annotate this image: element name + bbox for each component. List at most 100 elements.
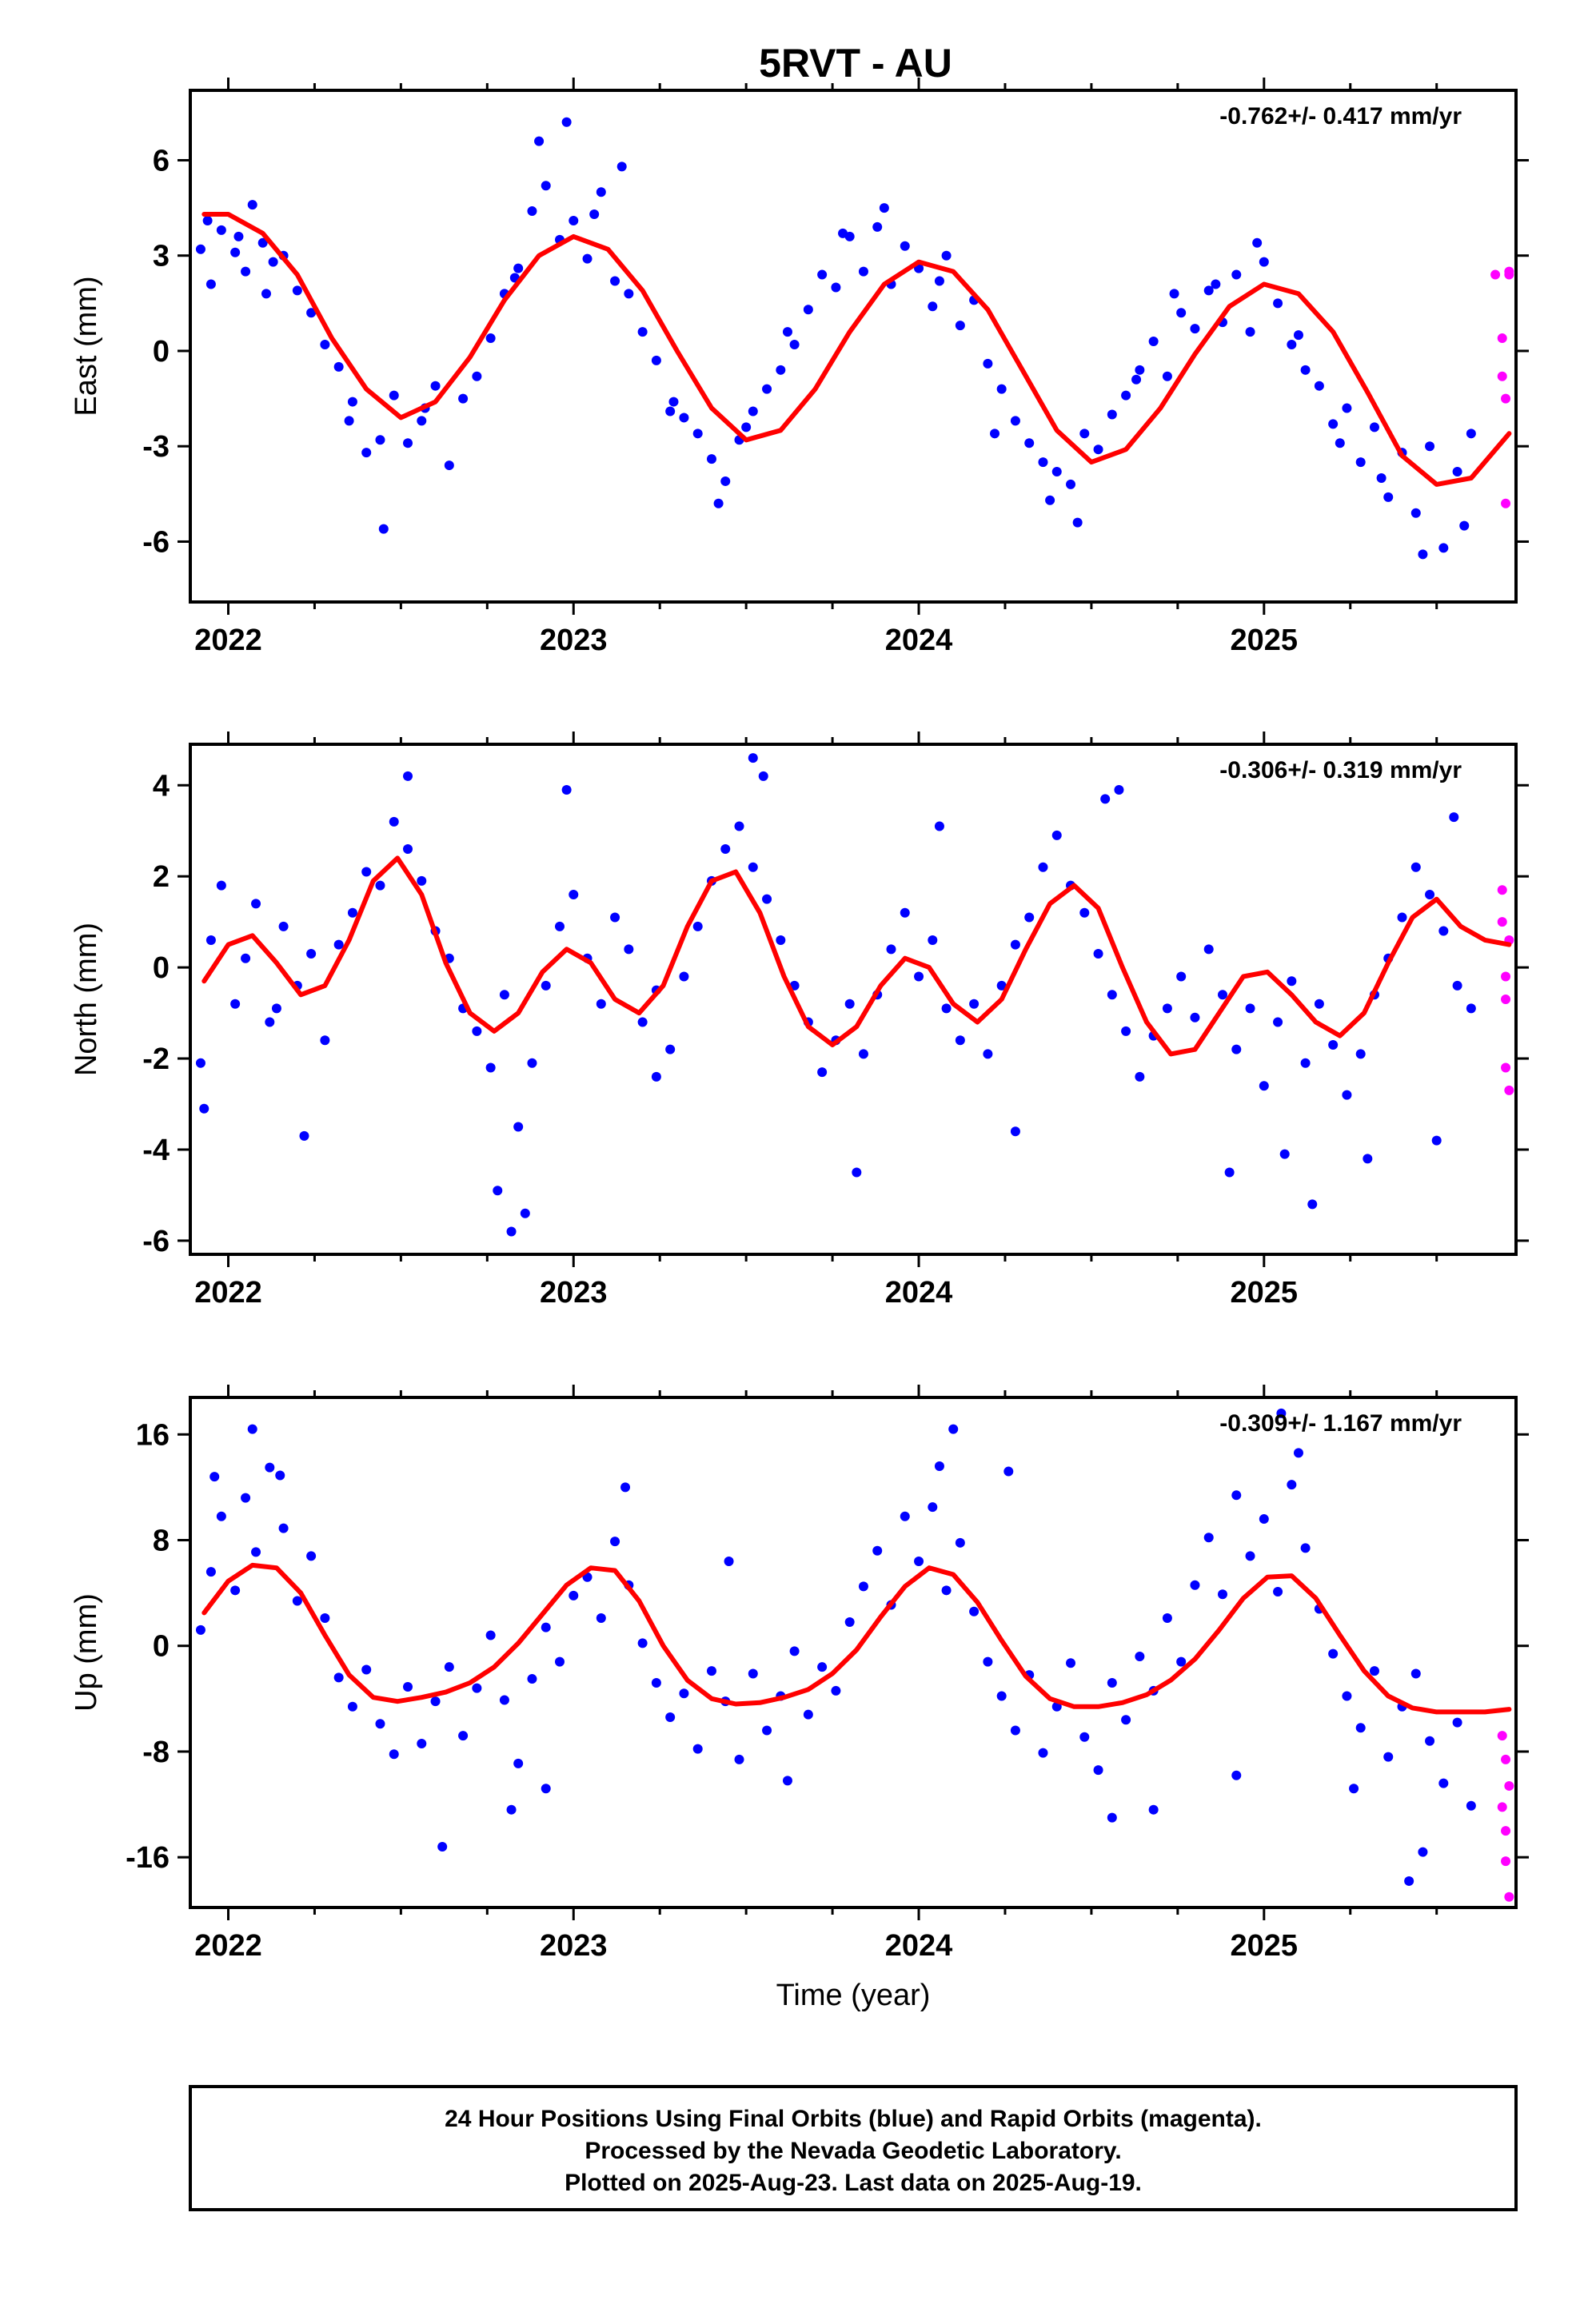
east-final-orbit-point	[306, 308, 317, 318]
up-panel: 2022 2023 2024 2025 -16 -8 0 8 16 Up (mm) Time (ye…	[70, 1385, 1529, 2012]
north-ytick-label: 0	[153, 951, 170, 985]
north-final-orbit-point	[513, 1122, 524, 1132]
east-final-orbit-point	[458, 393, 469, 404]
east-final-orbit-point	[776, 365, 786, 375]
up-final-orbit-point	[333, 1672, 344, 1683]
north-final-orbit-point	[499, 990, 509, 1000]
north-ytick-label: -2	[142, 1042, 170, 1076]
north-final-orbit-point	[361, 867, 372, 877]
up-rate-label: -0.309+/- 1.167 mm/yr	[1219, 1410, 1462, 1437]
east-final-orbit-point	[375, 435, 385, 445]
north-final-orbit-point	[692, 921, 703, 931]
east-rate-label: -0.762+/- 0.417 mm/yr	[1219, 103, 1462, 130]
up-final-orbit-point	[1276, 1408, 1287, 1418]
north-final-orbit-point	[1452, 980, 1462, 991]
north-rapid-orbit-point	[1501, 1062, 1511, 1073]
east-final-orbit-point	[1245, 327, 1255, 337]
up-final-orbit-point	[724, 1556, 734, 1566]
up-final-orbit-point	[620, 1482, 631, 1493]
up-final-orbit-point	[844, 1616, 855, 1627]
east-final-orbit-point	[1051, 467, 1062, 477]
up-final-orbit-point	[195, 1624, 205, 1635]
north-final-orbit-point	[934, 821, 944, 831]
north-final-orbit-point	[403, 844, 413, 855]
up-final-orbit-point	[209, 1472, 220, 1482]
up-final-orbit-point	[858, 1581, 868, 1592]
north-final-orbit-point	[665, 1044, 676, 1054]
east-final-orbit-point	[748, 406, 758, 417]
north-final-orbit-point	[541, 980, 551, 991]
up-final-orbit-point	[803, 1709, 813, 1720]
up-final-orbit-point	[375, 1719, 385, 1729]
east-panel: 2022 2023 2024 2025 -6 -3 0 3 6 East (mm) -0.762+/…	[70, 78, 1529, 657]
up-final-orbit-point	[499, 1695, 509, 1705]
east-ytick-label: 0	[153, 335, 170, 369]
north-final-orbit-point	[1425, 889, 1435, 899]
east-rapid-orbit-point	[1490, 269, 1501, 280]
north-final-orbit-point	[928, 935, 938, 945]
north-final-orbit-point	[306, 949, 317, 959]
up-rapid-orbit-point	[1497, 1802, 1507, 1812]
up-final-orbit-point	[1066, 1658, 1076, 1668]
north-rapid-orbit-point	[1497, 917, 1507, 927]
east-final-orbit-point	[1107, 409, 1117, 420]
east-final-orbit-point	[1425, 441, 1435, 452]
up-final-orbit-point	[1438, 1778, 1449, 1788]
north-final-orbit-point	[1273, 1017, 1283, 1027]
north-final-orbit-point	[251, 899, 261, 909]
up-final-orbit-point	[1342, 1691, 1352, 1701]
east-ytick-label: 6	[153, 144, 170, 177]
east-final-orbit-point	[1355, 457, 1366, 468]
east-final-orbit-point	[205, 279, 216, 289]
up-final-orbit-point	[275, 1470, 285, 1481]
east-final-orbit-point	[762, 384, 772, 394]
up-final-orbit-point	[948, 1424, 959, 1434]
east-final-orbit-point	[527, 206, 537, 217]
north-final-orbit-point	[844, 999, 855, 1009]
east-final-orbit-point	[1203, 285, 1214, 296]
east-ytick-label: -3	[142, 430, 170, 464]
up-final-orbit-point	[934, 1461, 944, 1471]
up-final-orbit-point	[596, 1613, 606, 1624]
up-final-orbit-point	[782, 1776, 792, 1786]
east-xtick-label: 2023	[540, 624, 608, 657]
north-final-orbit-point	[1010, 939, 1020, 950]
north-final-orbit-point	[375, 880, 385, 891]
east-final-orbit-point	[955, 321, 965, 331]
north-final-orbit-point	[493, 1186, 503, 1196]
east-final-orbit-point	[990, 429, 1000, 439]
up-final-orbit-point	[541, 1622, 551, 1632]
east-final-orbit-point	[1328, 419, 1339, 429]
east-final-orbit-point	[1376, 472, 1386, 483]
east-final-orbit-point	[417, 416, 427, 426]
up-rapid-orbit-point	[1504, 1891, 1514, 1902]
east-final-orbit-point	[1335, 438, 1345, 448]
up-final-orbit-point	[1369, 1666, 1379, 1676]
east-final-orbit-point	[1314, 381, 1324, 391]
north-final-orbit-point	[900, 907, 910, 918]
north-final-orbit-point	[1217, 990, 1227, 1000]
up-final-orbit-point	[1203, 1533, 1214, 1543]
north-xtick-label: 2025	[1231, 1276, 1299, 1309]
up-final-orbit-point	[306, 1551, 317, 1561]
north-final-orbit-point	[1114, 784, 1124, 795]
east-final-orbit-point	[858, 266, 868, 277]
up-final-orbit-point	[789, 1646, 800, 1656]
east-rapid-orbit-point	[1501, 393, 1511, 404]
north-rapid-orbit-point	[1501, 971, 1511, 982]
up-final-orbit-point	[734, 1754, 744, 1764]
north-final-orbit-point	[758, 771, 768, 781]
up-final-orbit-point	[706, 1666, 716, 1676]
up-final-orbit-point	[1273, 1586, 1283, 1597]
east-final-orbit-point	[817, 269, 828, 280]
north-final-orbit-point	[1176, 971, 1187, 982]
up-final-orbit-point	[506, 1804, 517, 1815]
north-final-orbit-point	[506, 1226, 517, 1237]
up-final-orbit-point	[320, 1613, 330, 1624]
up-final-orbit-point	[831, 1685, 841, 1696]
up-final-orbit-point	[1010, 1725, 1020, 1736]
up-final-orbit-point	[485, 1630, 496, 1640]
up-final-orbit-point	[389, 1749, 399, 1760]
up-final-orbit-point	[1079, 1732, 1090, 1742]
